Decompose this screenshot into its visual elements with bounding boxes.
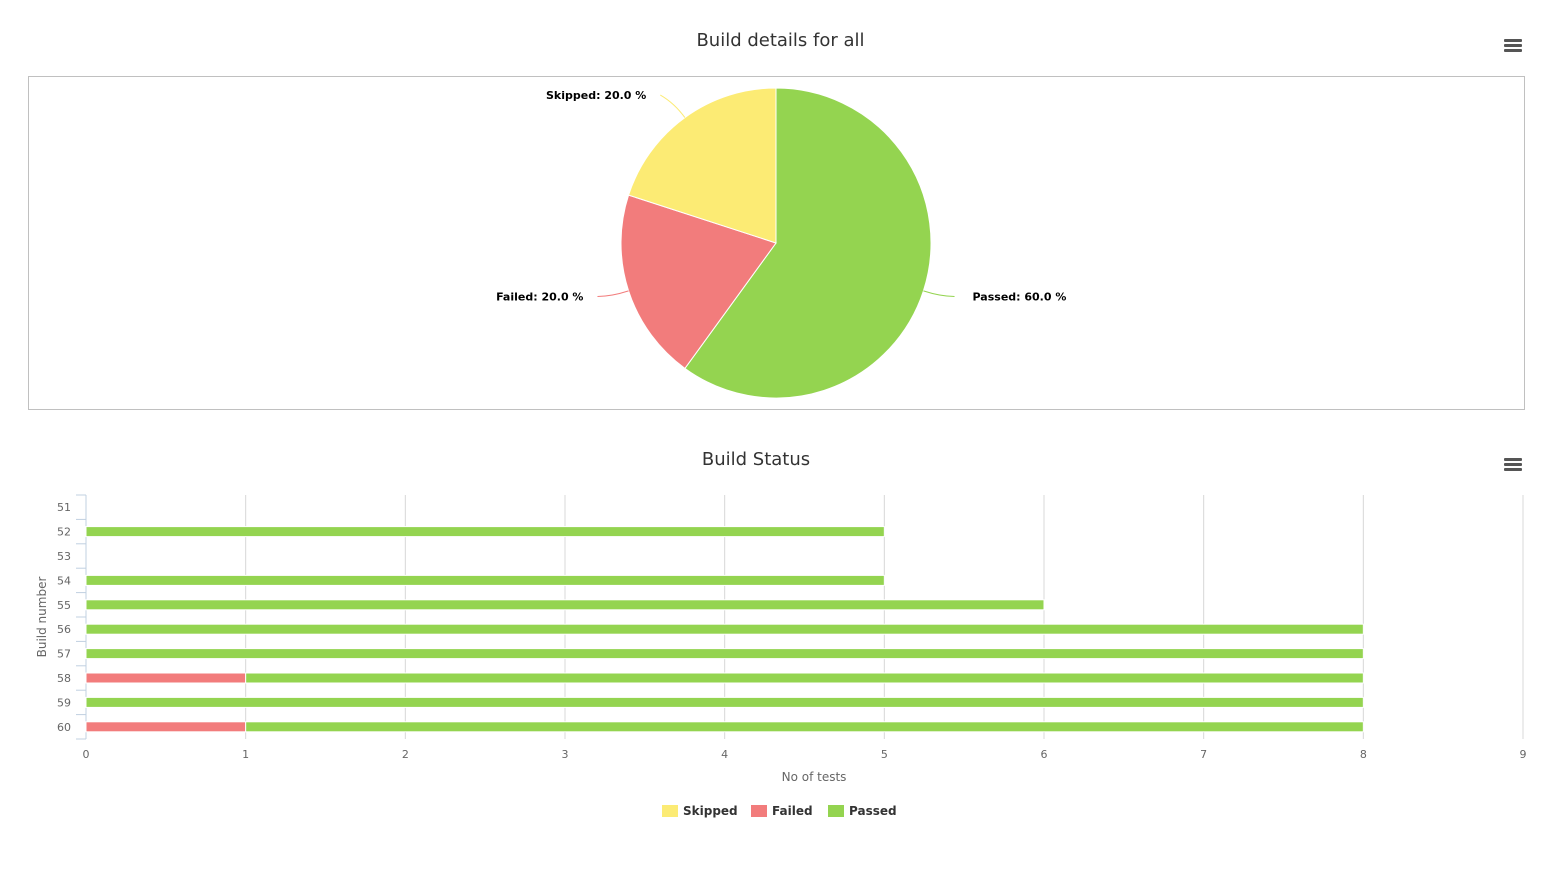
pie-chart-menu-icon[interactable] xyxy=(1502,37,1524,57)
x-tick-label: 3 xyxy=(562,748,569,761)
bar-passed-build-55[interactable] xyxy=(85,599,1045,611)
pie-chart-frame xyxy=(28,76,1525,410)
bar-passed-build-59[interactable] xyxy=(85,696,1364,708)
pie-slice-skipped[interactable] xyxy=(627,87,777,244)
x-tick-label: 1 xyxy=(242,748,249,761)
pie-label-skipped: Skipped: 20.0 % xyxy=(546,89,646,102)
legend-swatch-passed xyxy=(828,805,844,817)
legend-label-skipped: Skipped xyxy=(683,804,738,818)
legend-swatch-failed xyxy=(751,805,767,817)
bar-failed-build-58[interactable] xyxy=(85,672,247,684)
bar-passed-build-60[interactable] xyxy=(245,721,1364,733)
x-tick-label: 5 xyxy=(881,748,888,761)
chart-legend: Skipped Failed Passed xyxy=(0,804,1549,824)
pie-slice-passed[interactable] xyxy=(684,87,932,399)
legend-item-skipped[interactable]: Skipped xyxy=(662,804,738,818)
x-tick-label: 0 xyxy=(83,748,90,761)
bar-passed-build-58[interactable] xyxy=(245,672,1364,684)
x-tick-label: 6 xyxy=(1041,748,1048,761)
pie-connector-passed xyxy=(923,290,955,297)
y-tick-label: 56 xyxy=(57,623,71,636)
y-tick-label: 60 xyxy=(57,721,71,734)
bar-passed-build-52[interactable] xyxy=(85,526,885,538)
pie-label-passed: Passed: 60.0 % xyxy=(973,290,1067,303)
y-axis-title: Build number xyxy=(35,577,49,658)
bar-failed-build-60[interactable] xyxy=(85,721,247,733)
pie-chart-title: Build details for all xyxy=(696,30,865,51)
x-tick-label: 2 xyxy=(402,748,409,761)
legend-label-failed: Failed xyxy=(772,804,813,818)
legend-label-passed: Passed xyxy=(849,804,897,818)
bar-passed-build-56[interactable] xyxy=(85,623,1364,635)
x-axis-title: No of tests xyxy=(782,770,847,784)
y-tick-label: 51 xyxy=(57,501,71,514)
pie-connector-skipped xyxy=(660,94,686,118)
legend-swatch-skipped xyxy=(662,805,678,817)
y-tick-label: 55 xyxy=(57,599,71,612)
y-tick-label: 52 xyxy=(57,526,71,539)
pie-label-failed: Failed: 20.0 % xyxy=(496,290,583,303)
pie-connector-failed xyxy=(597,290,629,297)
x-tick-label: 8 xyxy=(1360,748,1367,761)
bar-chart-title: Build Status xyxy=(701,449,811,470)
x-tick-label: 7 xyxy=(1200,748,1207,761)
legend-item-passed[interactable]: Passed xyxy=(828,804,897,818)
bar-passed-build-57[interactable] xyxy=(85,648,1364,660)
y-tick-label: 53 xyxy=(57,550,71,563)
x-tick-label: 4 xyxy=(721,748,728,761)
legend-item-failed[interactable]: Failed xyxy=(751,804,813,818)
y-tick-label: 57 xyxy=(57,648,71,661)
bar-chart-menu-icon[interactable] xyxy=(1502,456,1524,476)
y-tick-label: 59 xyxy=(57,696,71,709)
bar-passed-build-54[interactable] xyxy=(85,574,885,586)
x-tick-label: 9 xyxy=(1520,748,1527,761)
y-tick-label: 54 xyxy=(57,574,71,587)
y-tick-label: 58 xyxy=(57,672,71,685)
pie-slice-failed[interactable] xyxy=(620,194,777,370)
